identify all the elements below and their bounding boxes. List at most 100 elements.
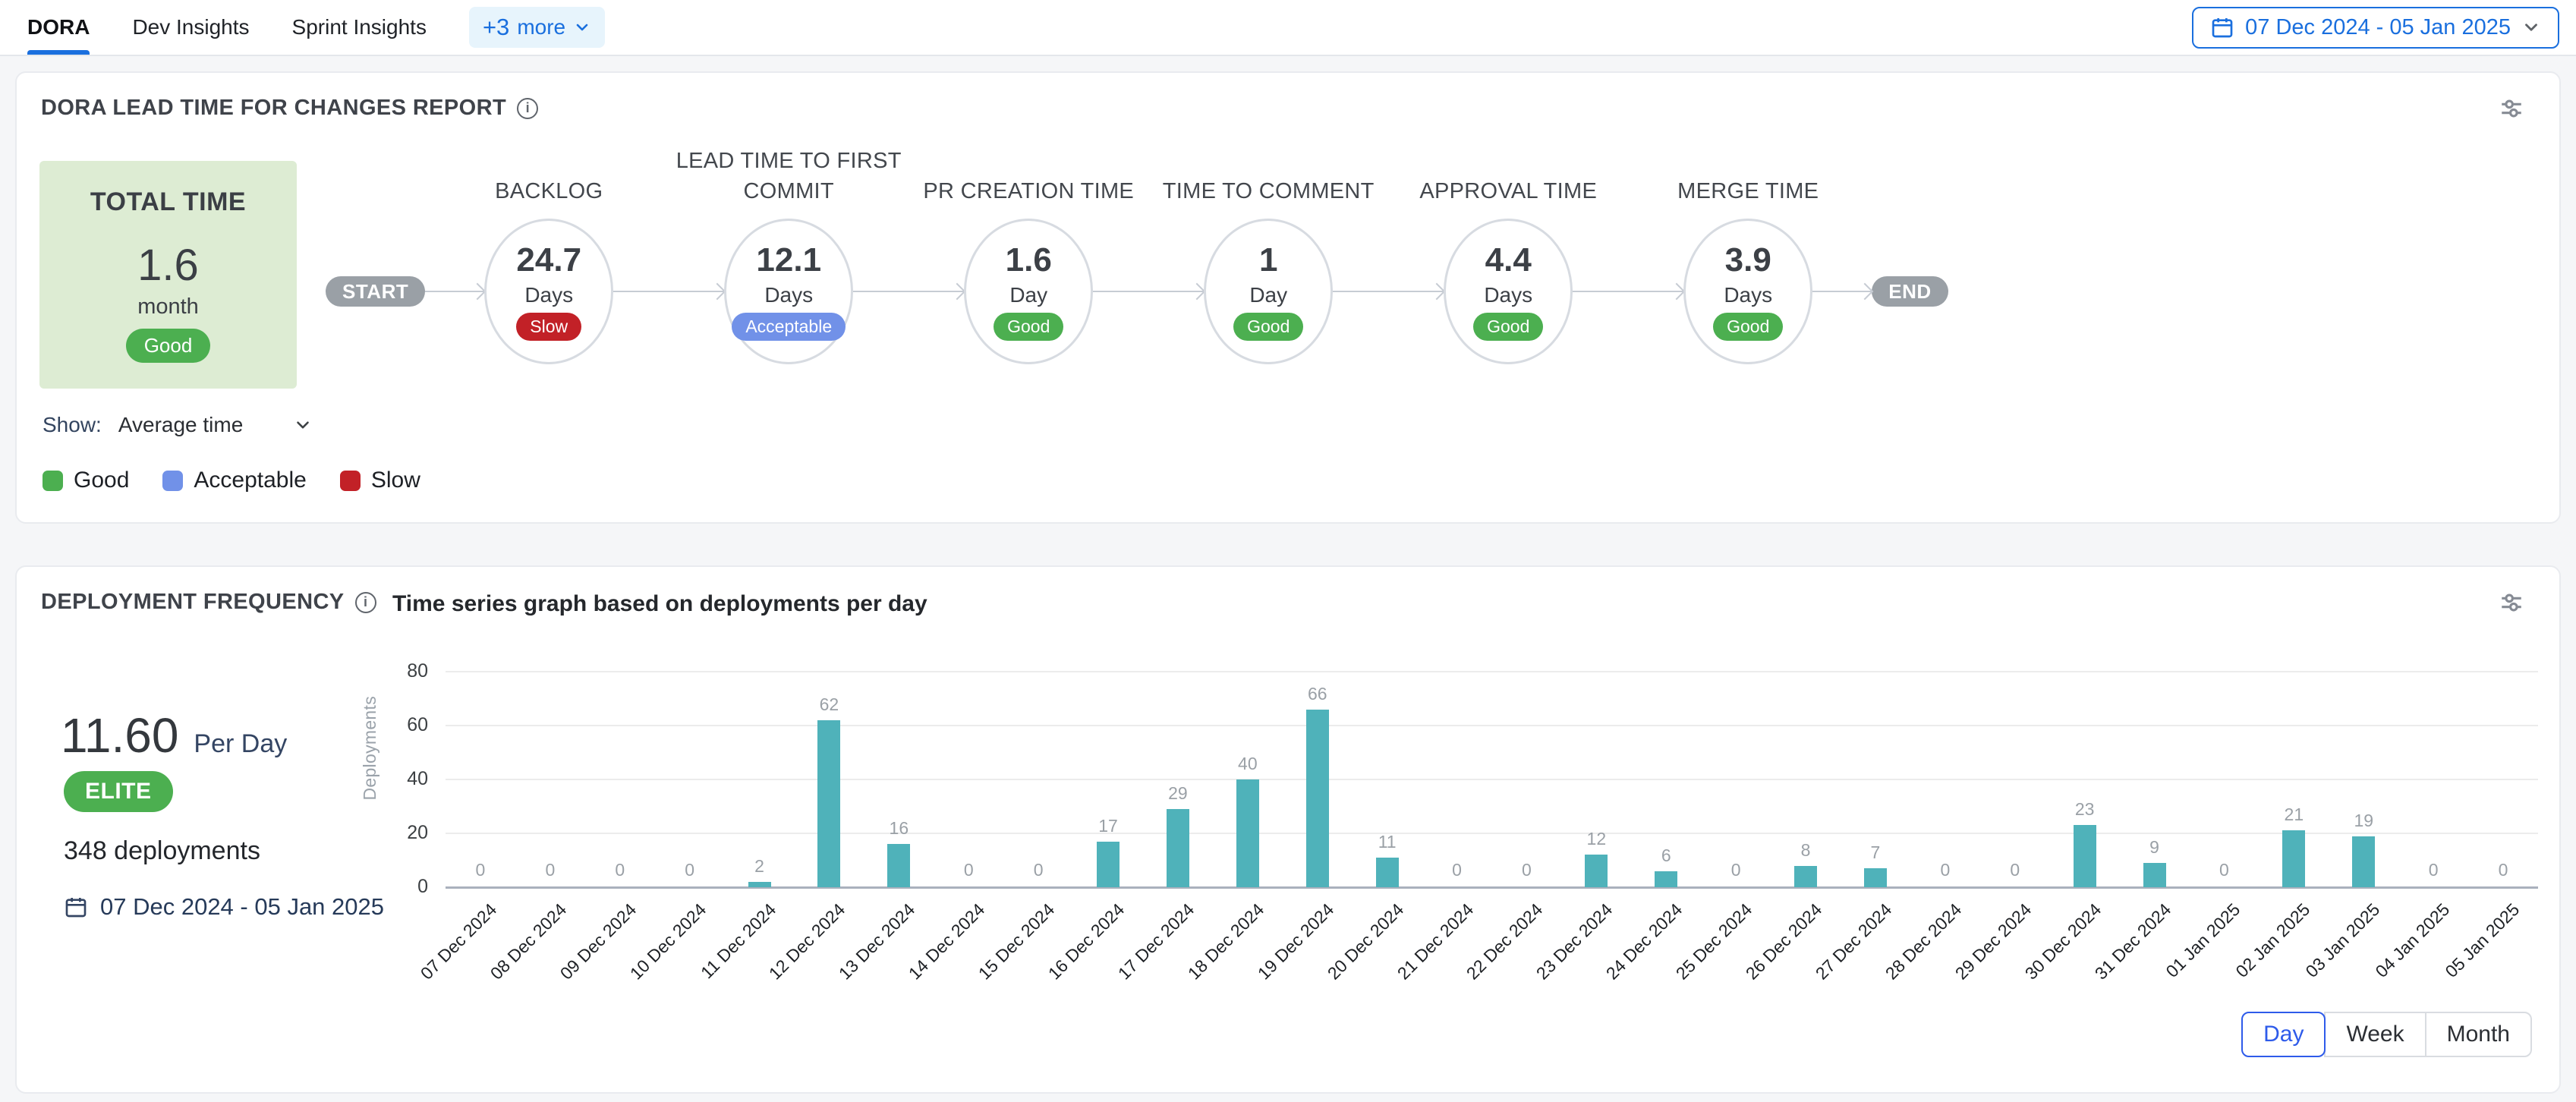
bar-value-label: 0 — [1915, 860, 1976, 880]
stage-circle: 1.6DayGood — [964, 219, 1093, 364]
y-axis-tick: 0 — [381, 876, 428, 898]
deployment-bar — [1376, 858, 1399, 887]
stage-name: MERGE TIME — [1622, 176, 1874, 206]
bar-value-label: 0 — [2473, 860, 2533, 880]
legend-item-good: Good — [43, 468, 129, 493]
bar-value-label: 0 — [590, 860, 650, 880]
legend-item-slow: Slow — [340, 468, 420, 493]
x-axis-label: 05 Jan 2025 — [2442, 899, 2524, 982]
stage-circle: 4.4 Days Good — [1444, 219, 1573, 364]
flow-arrow — [1812, 291, 1872, 292]
stage-status-badge: Good — [1473, 313, 1543, 341]
total-time-value: 1.6 — [137, 243, 199, 288]
deployment-bar — [2074, 825, 2096, 887]
legend-label: Slow — [371, 468, 420, 493]
chevron-down-icon — [573, 18, 591, 36]
stage-name: TIME TO COMMENT — [1142, 176, 1394, 206]
stage-value: 1 — [1259, 243, 1277, 278]
bar-value-label: 7 — [1845, 842, 1906, 863]
legend-label: Good — [74, 468, 129, 493]
x-axis-label: 04 Jan 2025 — [2372, 899, 2455, 982]
total-time-label: TOTAL TIME — [90, 187, 246, 217]
stage-value: 24.7 — [516, 243, 581, 278]
bar-value-label: 62 — [798, 694, 859, 715]
deployment-bar — [1655, 871, 1677, 887]
deployment-bar — [2282, 830, 2305, 887]
granularity-toggle: DayWeekMonth — [2241, 1012, 2532, 1057]
bar-value-label: 0 — [450, 860, 511, 880]
deployment-bar — [2143, 863, 2166, 887]
stage-time-to-comment: TIME TO COMMENT1DayGood — [1204, 219, 1333, 364]
bar-value-label: 12 — [1566, 829, 1627, 849]
date-range-picker[interactable]: 07 Dec 2024 - 05 Jan 2025 — [2192, 7, 2559, 49]
chevron-down-icon — [293, 415, 313, 435]
deployments-bar-chart: Deployments 020406080007 Dec 2024008 Dec… — [17, 567, 2559, 1092]
stage-circle: 12.1 Days Acceptable — [724, 219, 853, 364]
deployment-bar — [1097, 842, 1120, 887]
granularity-month[interactable]: Month — [2425, 1012, 2532, 1057]
stage-unit: Days — [764, 283, 813, 307]
stage-backlog: BACKLOG24.7DaysSlow — [484, 219, 613, 364]
deployment-bar — [1864, 868, 1887, 887]
stage-pr-creation-time: PR CREATION TIME1.6DayGood — [964, 219, 1093, 364]
gridline — [446, 779, 2538, 780]
deployment-bar — [2352, 836, 2375, 887]
stage-status-badge: Acceptable — [732, 313, 846, 341]
bar-value-label: 0 — [2193, 860, 2254, 880]
flow-arrow — [613, 291, 724, 292]
stage-value: 12.1 — [756, 243, 821, 278]
granularity-day[interactable]: Day — [2241, 1012, 2326, 1057]
lead-time-pipeline: STARTBACKLOG24.7DaysSlowLEAD TIME TO FIR… — [326, 219, 1948, 364]
total-time-card: TOTAL TIME 1.6 month Good — [39, 161, 297, 389]
y-axis-tick: 20 — [381, 822, 428, 844]
flow-arrow — [425, 291, 484, 292]
gridline — [446, 671, 2538, 672]
stage-unit: Day — [1249, 283, 1287, 307]
tab-list: DORA Dev Insights Sprint Insights — [27, 0, 469, 55]
bar-value-label: 9 — [2124, 837, 2185, 858]
bar-value-label: 8 — [1775, 840, 1836, 861]
stage-status-badge: Slow — [516, 313, 581, 341]
stage-status-badge: Good — [1233, 313, 1303, 341]
more-tabs-button[interactable]: +3 more — [469, 7, 605, 48]
show-metric-select[interactable]: Average time — [118, 413, 313, 437]
stage-name: PR CREATION TIME — [902, 176, 1154, 206]
deployment-bar — [887, 844, 910, 887]
show-row: Show: Average time — [43, 413, 313, 437]
gridline — [446, 833, 2538, 834]
legend-swatch — [340, 471, 361, 491]
tab-dev-insights[interactable]: Dev Insights — [132, 0, 249, 55]
bar-value-label: 17 — [1078, 816, 1138, 836]
stage-name: APPROVAL TIME — [1382, 176, 1634, 206]
more-tabs-label: more — [517, 15, 565, 39]
deployment-bar — [817, 720, 840, 887]
legend-swatch — [162, 471, 183, 491]
info-icon[interactable]: i — [517, 98, 538, 119]
stage-status-badge: Good — [994, 313, 1063, 341]
granularity-week[interactable]: Week — [2324, 1012, 2426, 1057]
x-axis-label: 03 Jan 2025 — [2302, 899, 2385, 982]
bar-value-label: 0 — [1496, 860, 1557, 880]
flow-arrow — [1093, 291, 1204, 292]
legend-swatch — [43, 471, 63, 491]
stage-unit: Days — [1484, 283, 1532, 307]
stage-value: 3.9 — [1725, 243, 1771, 278]
tab-sprint-insights[interactable]: Sprint Insights — [292, 0, 427, 55]
gridline — [446, 725, 2538, 726]
total-time-unit: month — [137, 294, 199, 320]
stage-unit: Day — [1009, 283, 1047, 307]
stage-lead-time-to-first-commit: LEAD TIME TO FIRST COMMIT12.1DaysAccepta… — [724, 219, 853, 364]
stage-value: 4.4 — [1485, 243, 1532, 278]
date-range-label: 07 Dec 2024 - 05 Jan 2025 — [2245, 15, 2511, 40]
bar-value-label: 19 — [2333, 811, 2394, 831]
legend-item-acceptable: Acceptable — [162, 468, 306, 493]
bar-value-label: 21 — [2263, 804, 2324, 825]
x-axis-label: 01 Jan 2025 — [2162, 899, 2245, 982]
calendar-icon — [2210, 15, 2234, 39]
tab-dora[interactable]: DORA — [27, 0, 90, 55]
deployment-bar — [1794, 866, 1817, 887]
stage-merge-time: MERGE TIME3.9DaysGood — [1683, 219, 1812, 364]
card-settings-button[interactable] — [2497, 96, 2526, 121]
bar-value-label: 0 — [520, 860, 581, 880]
x-axis-label: 02 Jan 2025 — [2232, 899, 2315, 982]
